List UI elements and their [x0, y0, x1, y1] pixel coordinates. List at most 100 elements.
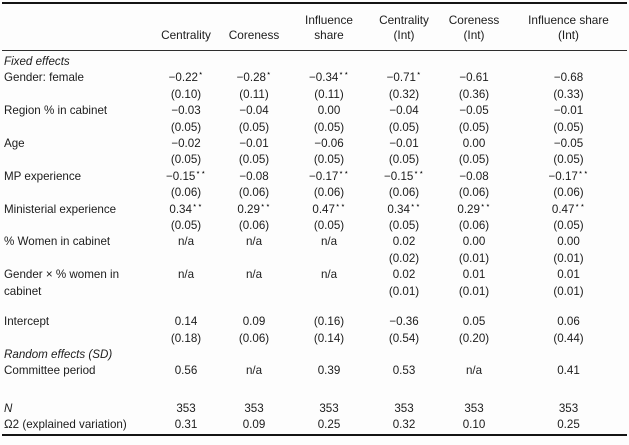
se-cell: (0.06) [553, 186, 584, 200]
value-cell: −0.08 [459, 169, 489, 183]
value-cell: −0.28⋆ [236, 68, 272, 85]
value-cell: 0.25 [317, 418, 341, 432]
value-cell: −0.04 [389, 104, 419, 118]
se-row: (0.05) (0.05) (0.05) (0.05) (0.05) (0.05) [2, 152, 627, 168]
value-cell: 0.34⋆⋆ [169, 199, 203, 216]
value-cell: −0.02 [171, 137, 201, 151]
se-cell: (0.05) [313, 153, 345, 167]
value-cell: 0.00 [462, 235, 486, 249]
se-cell: (0.05) [388, 153, 420, 167]
table-row: Ministerial experience 0.34⋆⋆ 0.29⋆⋆ 0.47⋆⋆… [2, 199, 627, 218]
section-label: Fixed effects [4, 55, 70, 68]
value-cell: 0.56 [174, 364, 198, 378]
row-label: Intercept [4, 315, 50, 329]
table-row: Age −0.02 −0.01 −0.06 −0.01 0.00 −0.05 [2, 136, 627, 152]
value-cell: n/a [320, 268, 338, 282]
row-label: Committee period [4, 364, 96, 378]
row-label: Gender: female [4, 71, 84, 85]
value-cell: 0.02 [392, 235, 416, 249]
se-cell: (0.06) [458, 219, 490, 233]
value-cell: 0.02 [392, 268, 416, 282]
value-cell: −0.17⋆⋆ [309, 166, 349, 183]
se-cell [152, 284, 220, 300]
se-cell: (0.06) [313, 186, 345, 200]
value-cell: 0.47⋆⋆ [551, 199, 586, 216]
row-label [2, 185, 152, 201]
se-cell: (0.05) [313, 219, 345, 233]
value-cell: −0.05 [553, 137, 584, 151]
value-cell: 0.32 [392, 418, 416, 432]
value-cell: 0.09 [242, 418, 266, 432]
row-label: Gender × % women in [4, 268, 120, 282]
row-label [2, 218, 152, 234]
se-cell: (0.05) [553, 153, 584, 167]
se-cell: (0.14) [313, 331, 345, 345]
value-cell: −0.17⋆⋆ [548, 166, 589, 183]
se-cell: (0.05) [553, 219, 584, 233]
section-row-random-effects: Random effects (SD) [2, 347, 627, 363]
value-cell: −0.61 [459, 71, 489, 85]
value-cell: 353 [394, 401, 414, 415]
value-cell: 0.00 [317, 104, 341, 118]
value-cell: −0.68 [553, 71, 584, 85]
value-cell: −0.15⋆⋆ [384, 166, 424, 183]
value-cell: −0.36 [389, 315, 419, 329]
row-label [2, 120, 152, 136]
value-cell: −0.22⋆ [168, 68, 204, 85]
se-row: (0.18) (0.06) (0.14) (0.54) (0.20) (0.44) [2, 331, 627, 347]
value-cell: 0.06 [557, 315, 580, 329]
se-cell: (0.18) [170, 331, 202, 345]
value-cell: 0.09 [242, 315, 266, 329]
value-cell: 353 [176, 401, 196, 415]
col-header-centrality: Centrality [152, 3, 220, 51]
value-cell: 0.34⋆⋆ [387, 199, 421, 216]
se-cell: (0.05) [388, 120, 420, 134]
col-header-influence-share: Influence share [288, 3, 370, 51]
value-cell: 0.14 [174, 315, 198, 329]
value-cell: 0.29⋆⋆ [237, 199, 271, 216]
se-cell: (0.32) [388, 87, 420, 101]
se-cell: (0.05) [238, 153, 270, 167]
se-row: (0.05) (0.05) (0.05) (0.05) (0.05) (0.05) [2, 120, 627, 136]
se-cell: (0.06) [458, 186, 490, 200]
se-cell: (0.05) [170, 219, 202, 233]
se-cell: (0.05) [313, 120, 345, 134]
col-header-centrality-int: Centrality (Int) [370, 3, 438, 51]
table-row: % Women in cabinet n/a n/a n/a 0.02 0.00 0.00 [2, 234, 627, 250]
se-cell: (0.02) [388, 251, 420, 265]
table-row: Committee period 0.56 n/a 0.39 0.53 n/a 0.41 [2, 363, 627, 379]
se-cell: (0.10) [170, 87, 202, 101]
table-row: N 353 353 353 353 353 353 [2, 401, 627, 417]
value-cell: 0.00 [557, 235, 580, 249]
value-cell: (0.16) [313, 315, 345, 329]
se-cell: (0.06) [238, 331, 270, 345]
value-cell: n/a [245, 235, 263, 249]
col-header-coreness: Coreness [220, 3, 288, 51]
row-label-omega: Ω2 (explained variation) [4, 418, 127, 432]
row-label: MP experience [4, 169, 82, 183]
value-cell: 0.25 [557, 418, 580, 432]
label-continuation-row: cabinet (0.01) (0.01) (0.01) [2, 284, 627, 300]
value-cell: −0.06 [314, 137, 344, 151]
se-row: (0.05) (0.06) (0.05) (0.05) (0.06) (0.05) [2, 218, 627, 234]
se-cell: (0.06) [238, 219, 270, 233]
se-cell [220, 251, 288, 267]
value-cell: 0.05 [462, 315, 486, 329]
table-row: Gender: female −0.22⋆ −0.28⋆ −0.34⋆⋆ −0.71⋆ −… [2, 68, 627, 86]
row-label [2, 251, 152, 267]
value-cell: −0.01 [553, 104, 584, 118]
value-cell: 353 [558, 401, 579, 415]
value-cell: n/a [465, 364, 483, 378]
se-cell: (0.05) [170, 153, 202, 167]
value-cell: −0.08 [239, 169, 269, 183]
se-cell: (0.36) [458, 87, 490, 101]
row-label [2, 87, 152, 103]
value-cell: 0.53 [392, 364, 416, 378]
table-header: Centrality Coreness Influence share Cent… [2, 3, 627, 51]
se-row: (0.06) (0.06) (0.06) (0.06) (0.06) (0.06) [2, 185, 627, 201]
se-cell: (0.05) [238, 120, 270, 134]
value-cell: 0.01 [462, 268, 486, 282]
value-cell: 0.01 [557, 268, 580, 282]
se-cell: (0.20) [458, 331, 490, 345]
